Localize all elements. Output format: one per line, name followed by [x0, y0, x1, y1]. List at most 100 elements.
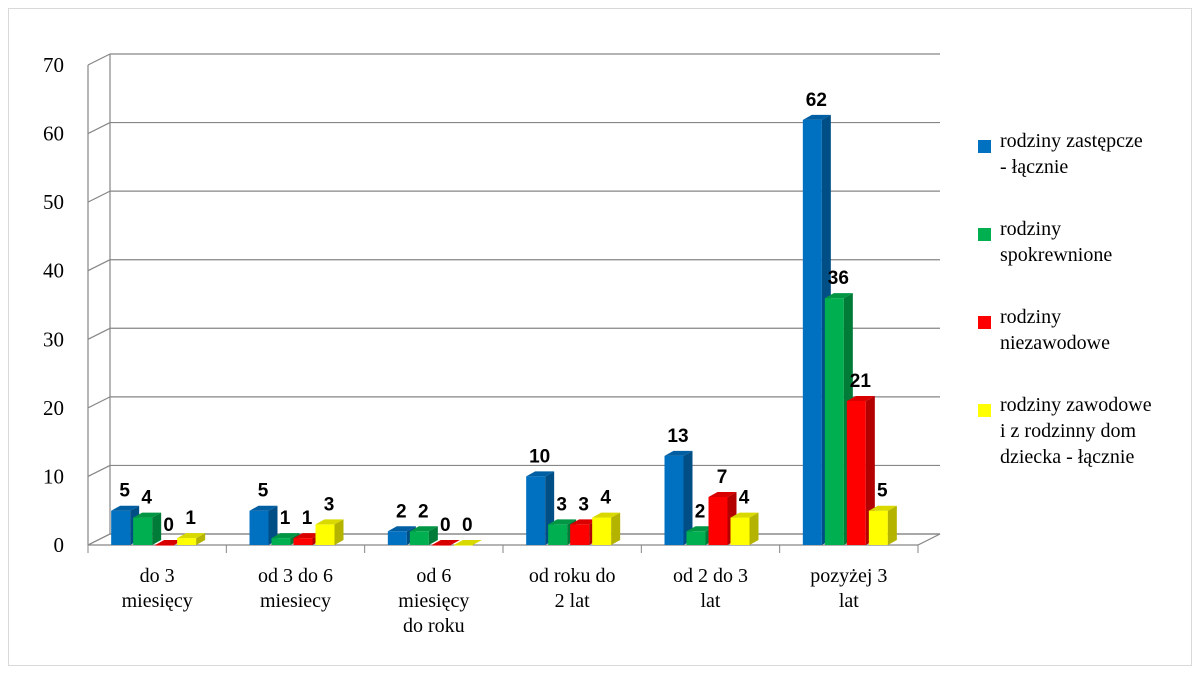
chart-frame: [8, 8, 1192, 666]
bar-top-s1-c3: [387, 526, 416, 532]
bar-s2-c1: [133, 517, 153, 545]
bar-top-s3-c4: [570, 519, 599, 525]
bar-top-s1-c6: [802, 114, 831, 120]
data-label: 0: [462, 515, 473, 536]
legend-item-series-4: rodziny zawodowe i z rodzinny dom dzieck…: [978, 392, 1198, 480]
bar-top-s4-c4: [592, 512, 621, 518]
data-label: 13: [667, 426, 688, 447]
bar-s3-c2: [293, 538, 313, 545]
bar-top-s2-c4: [548, 519, 577, 525]
legend-swatch-series-1: [978, 140, 991, 153]
y-tick-label: 0: [54, 533, 65, 557]
bar-top-s3-c6: [846, 396, 875, 401]
data-label: 0: [440, 515, 451, 536]
bar-side-s4-c2: [334, 519, 344, 545]
bar-s1-c1: [111, 510, 131, 545]
data-label: 4: [141, 488, 152, 509]
bar-top-s3-c2: [293, 533, 322, 539]
bar-top-s4-c6: [868, 505, 897, 511]
bar-top-s3-c5: [708, 492, 737, 497]
bar-s2-c4: [548, 524, 568, 545]
data-label: 2: [695, 501, 706, 522]
bar-s2-c2: [271, 538, 291, 545]
y-tick-label: 70: [43, 53, 64, 77]
gridline-side-60: [87, 122, 111, 135]
data-label: 7: [717, 467, 728, 488]
bar-s1-c6: [802, 119, 822, 545]
legend-label-series-1: rodziny zastępcze - łącznie: [1000, 130, 1143, 178]
bar-s4-c3: [453, 545, 473, 546]
y-tick-label: 50: [43, 190, 64, 214]
legend-item-series-2: rodziny spokrewnione: [978, 216, 1198, 304]
bar-top-s2-c5: [686, 526, 715, 532]
bar-side-s3-c6: [865, 396, 875, 545]
data-label: 4: [600, 488, 611, 509]
data-label: 2: [396, 501, 407, 522]
bar-s2-c5: [686, 531, 706, 545]
legend-label-series-4: rodziny zawodowe i z rodzinny dom dzieck…: [1000, 394, 1152, 468]
data-label: 3: [578, 494, 589, 515]
legend: rodziny zastępcze - łącznie rodziny spok…: [978, 128, 1198, 480]
bar-s2-c6: [824, 298, 844, 545]
bar-top-s4-c3: [453, 540, 482, 545]
gridline-side-20: [87, 396, 111, 409]
bar-top-s2-c3: [409, 526, 438, 532]
bar-top-s1-c5: [664, 450, 693, 456]
data-label: 1: [185, 508, 196, 529]
data-label: 3: [556, 494, 567, 515]
bar-s4-c1: [177, 538, 197, 545]
bar-side-s4-c1: [196, 533, 206, 545]
bar-s1-c4: [526, 476, 546, 545]
bar-side-s2-c3: [428, 526, 438, 545]
bar-s3-c5: [708, 497, 728, 545]
data-label: 2: [418, 501, 429, 522]
y-tick-label: 20: [43, 396, 64, 420]
x-tick-label: od 3 do 6 miesiecy: [258, 565, 333, 612]
data-label: 1: [302, 508, 313, 529]
bar-top-s3-c1: [155, 540, 184, 545]
data-label: 36: [828, 268, 849, 289]
data-label: 0: [163, 515, 174, 536]
bar-top-s3-c3: [431, 540, 460, 545]
x-tick-label: pozyżej 3 lat: [810, 565, 887, 612]
legend-label-series-3: rodziny niezawodowe: [1000, 306, 1110, 354]
bar-s2-c3: [409, 531, 429, 545]
bar-s4-c6: [868, 510, 888, 545]
data-label: 21: [850, 371, 872, 392]
bar-side-s1-c5: [683, 450, 693, 545]
gridline-side-30: [87, 327, 111, 340]
bar-top-s2-c2: [271, 533, 300, 539]
legend-swatch-series-4: [978, 404, 991, 417]
gridline-side-10: [87, 464, 111, 477]
data-label: 1: [280, 508, 291, 529]
bar-side-s4-c5: [749, 512, 759, 545]
y-tick-label: 10: [43, 464, 64, 488]
data-label: 3: [324, 494, 335, 515]
bar-s3-c4: [570, 524, 590, 545]
data-label: 4: [739, 488, 750, 509]
legend-item-series-3: rodziny niezawodowe: [978, 304, 1198, 392]
bar-top-s1-c1: [111, 505, 140, 511]
x-tick-label: od 2 do 3 lat: [673, 565, 748, 612]
data-label: 5: [258, 481, 269, 502]
bar-s3-c1: [155, 545, 175, 546]
bar-side-s2-c1: [152, 512, 162, 545]
bar-top-s1-c4: [526, 471, 555, 477]
data-label: 5: [119, 481, 130, 502]
x-tick-label: od 6 miesięcy do roku: [398, 565, 469, 637]
bar-top-s2-c1: [133, 512, 162, 518]
bar-s1-c3: [387, 531, 407, 545]
gridline-side-70: [87, 53, 111, 66]
bar-top-s2-c6: [824, 293, 853, 299]
data-label: 10: [529, 446, 550, 467]
bar-s3-c3: [431, 545, 451, 546]
data-label: 62: [806, 90, 827, 111]
bar-top-s4-c5: [730, 512, 759, 518]
data-label: 5: [877, 481, 888, 502]
bar-side-s4-c4: [611, 512, 621, 545]
bar-s3-c6: [846, 401, 866, 545]
bar-s1-c2: [249, 510, 269, 545]
bar-s1-c5: [664, 455, 684, 545]
bar-side-s4-c6: [887, 505, 897, 545]
